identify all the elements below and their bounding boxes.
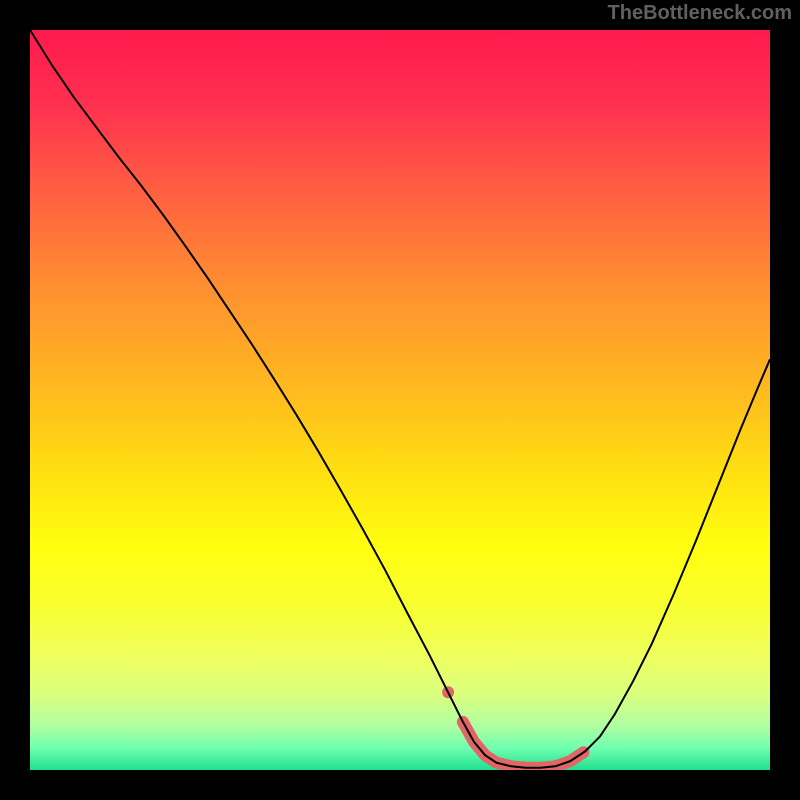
- chart-container: TheBottleneck.com: [0, 0, 800, 800]
- chart-svg: [30, 30, 770, 770]
- gradient-background: [30, 30, 770, 770]
- plot-area: [30, 30, 770, 770]
- watermark-text: TheBottleneck.com: [608, 2, 792, 25]
